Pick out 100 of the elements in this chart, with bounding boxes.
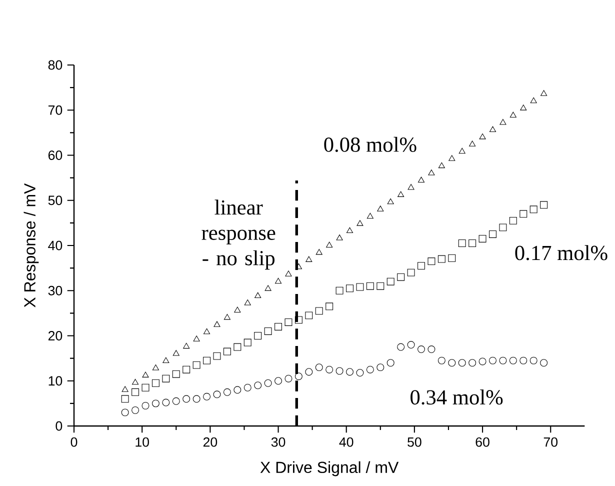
point: [121, 395, 129, 403]
point: [387, 198, 394, 204]
point: [386, 359, 394, 367]
point: [448, 254, 456, 262]
point: [274, 278, 282, 284]
x-tick-label: 0: [70, 437, 78, 447]
point: [122, 386, 128, 392]
point: [142, 372, 149, 378]
point: [356, 369, 364, 376]
point: [274, 377, 282, 385]
point: [223, 348, 231, 356]
x-tick-label: 20: [203, 437, 218, 447]
point: [182, 366, 190, 374]
point: [315, 364, 323, 372]
point: [376, 282, 384, 290]
ref-line-label: linear response - no slip: [202, 200, 276, 270]
point: [244, 384, 252, 392]
point: [356, 220, 364, 226]
point: [132, 406, 140, 414]
point: [366, 212, 374, 219]
y-tick-label: 70: [48, 105, 62, 115]
point: [285, 270, 292, 276]
point: [468, 359, 476, 367]
point: [294, 372, 302, 380]
point: [489, 356, 496, 364]
x-tick-label: 10: [136, 437, 149, 447]
point: [152, 379, 160, 387]
point: [326, 242, 333, 248]
point: [152, 400, 160, 408]
point: [458, 148, 466, 154]
series-label: 0.17 mol%: [515, 245, 608, 260]
point: [510, 112, 516, 118]
point: [234, 306, 241, 312]
point: [132, 388, 140, 396]
point: [336, 286, 344, 294]
point: [520, 210, 528, 218]
point: [305, 312, 313, 320]
point: [142, 384, 150, 392]
point: [326, 302, 334, 310]
point: [489, 230, 496, 238]
point: [448, 359, 456, 367]
point: [162, 398, 170, 406]
point: [428, 258, 436, 266]
point: [418, 262, 425, 270]
point: [469, 140, 476, 146]
point: [295, 263, 302, 270]
point: [284, 318, 292, 326]
point: [244, 338, 252, 346]
series-label: 0.34 mol%: [410, 390, 503, 405]
point: [254, 292, 262, 298]
point: [530, 356, 538, 364]
point: [306, 256, 312, 262]
point: [172, 350, 180, 356]
point: [336, 367, 344, 375]
point: [172, 397, 180, 405]
y-tick-label: 20: [48, 331, 62, 340]
point: [192, 361, 200, 369]
point: [316, 248, 322, 255]
point: [213, 352, 221, 360]
y-tick-label: 50: [48, 196, 62, 206]
point: [458, 240, 466, 247]
point: [254, 332, 262, 340]
point: [162, 374, 170, 382]
point: [438, 162, 445, 168]
point: [192, 395, 200, 403]
point: [315, 307, 323, 315]
x-tick-label: 30: [271, 437, 286, 447]
point: [408, 184, 414, 190]
point: [438, 356, 446, 364]
point: [264, 379, 272, 387]
point: [224, 314, 230, 320]
point: [530, 206, 538, 214]
point: [254, 382, 262, 390]
point: [203, 392, 211, 400]
point: [366, 366, 374, 374]
point: [121, 408, 129, 416]
point: [376, 364, 384, 372]
point: [398, 191, 404, 197]
point: [346, 284, 354, 292]
point: [428, 170, 435, 176]
point: [500, 119, 506, 125]
point: [479, 133, 486, 140]
x-tick-label: 40: [339, 437, 354, 447]
x-tick-label: 60: [476, 437, 490, 447]
y-tick-label: 0: [56, 421, 62, 431]
point: [397, 273, 405, 281]
point: [418, 176, 425, 183]
point: [305, 368, 313, 376]
point: [356, 283, 364, 291]
point: [499, 356, 507, 364]
point: [284, 374, 292, 382]
point: [326, 366, 334, 374]
point: [407, 268, 415, 276]
point: [428, 346, 436, 354]
point: [530, 97, 537, 104]
point: [182, 395, 190, 403]
point: [386, 278, 394, 286]
point: [489, 126, 496, 132]
series-label: 0.08 mol%: [324, 136, 416, 152]
point: [366, 282, 374, 290]
